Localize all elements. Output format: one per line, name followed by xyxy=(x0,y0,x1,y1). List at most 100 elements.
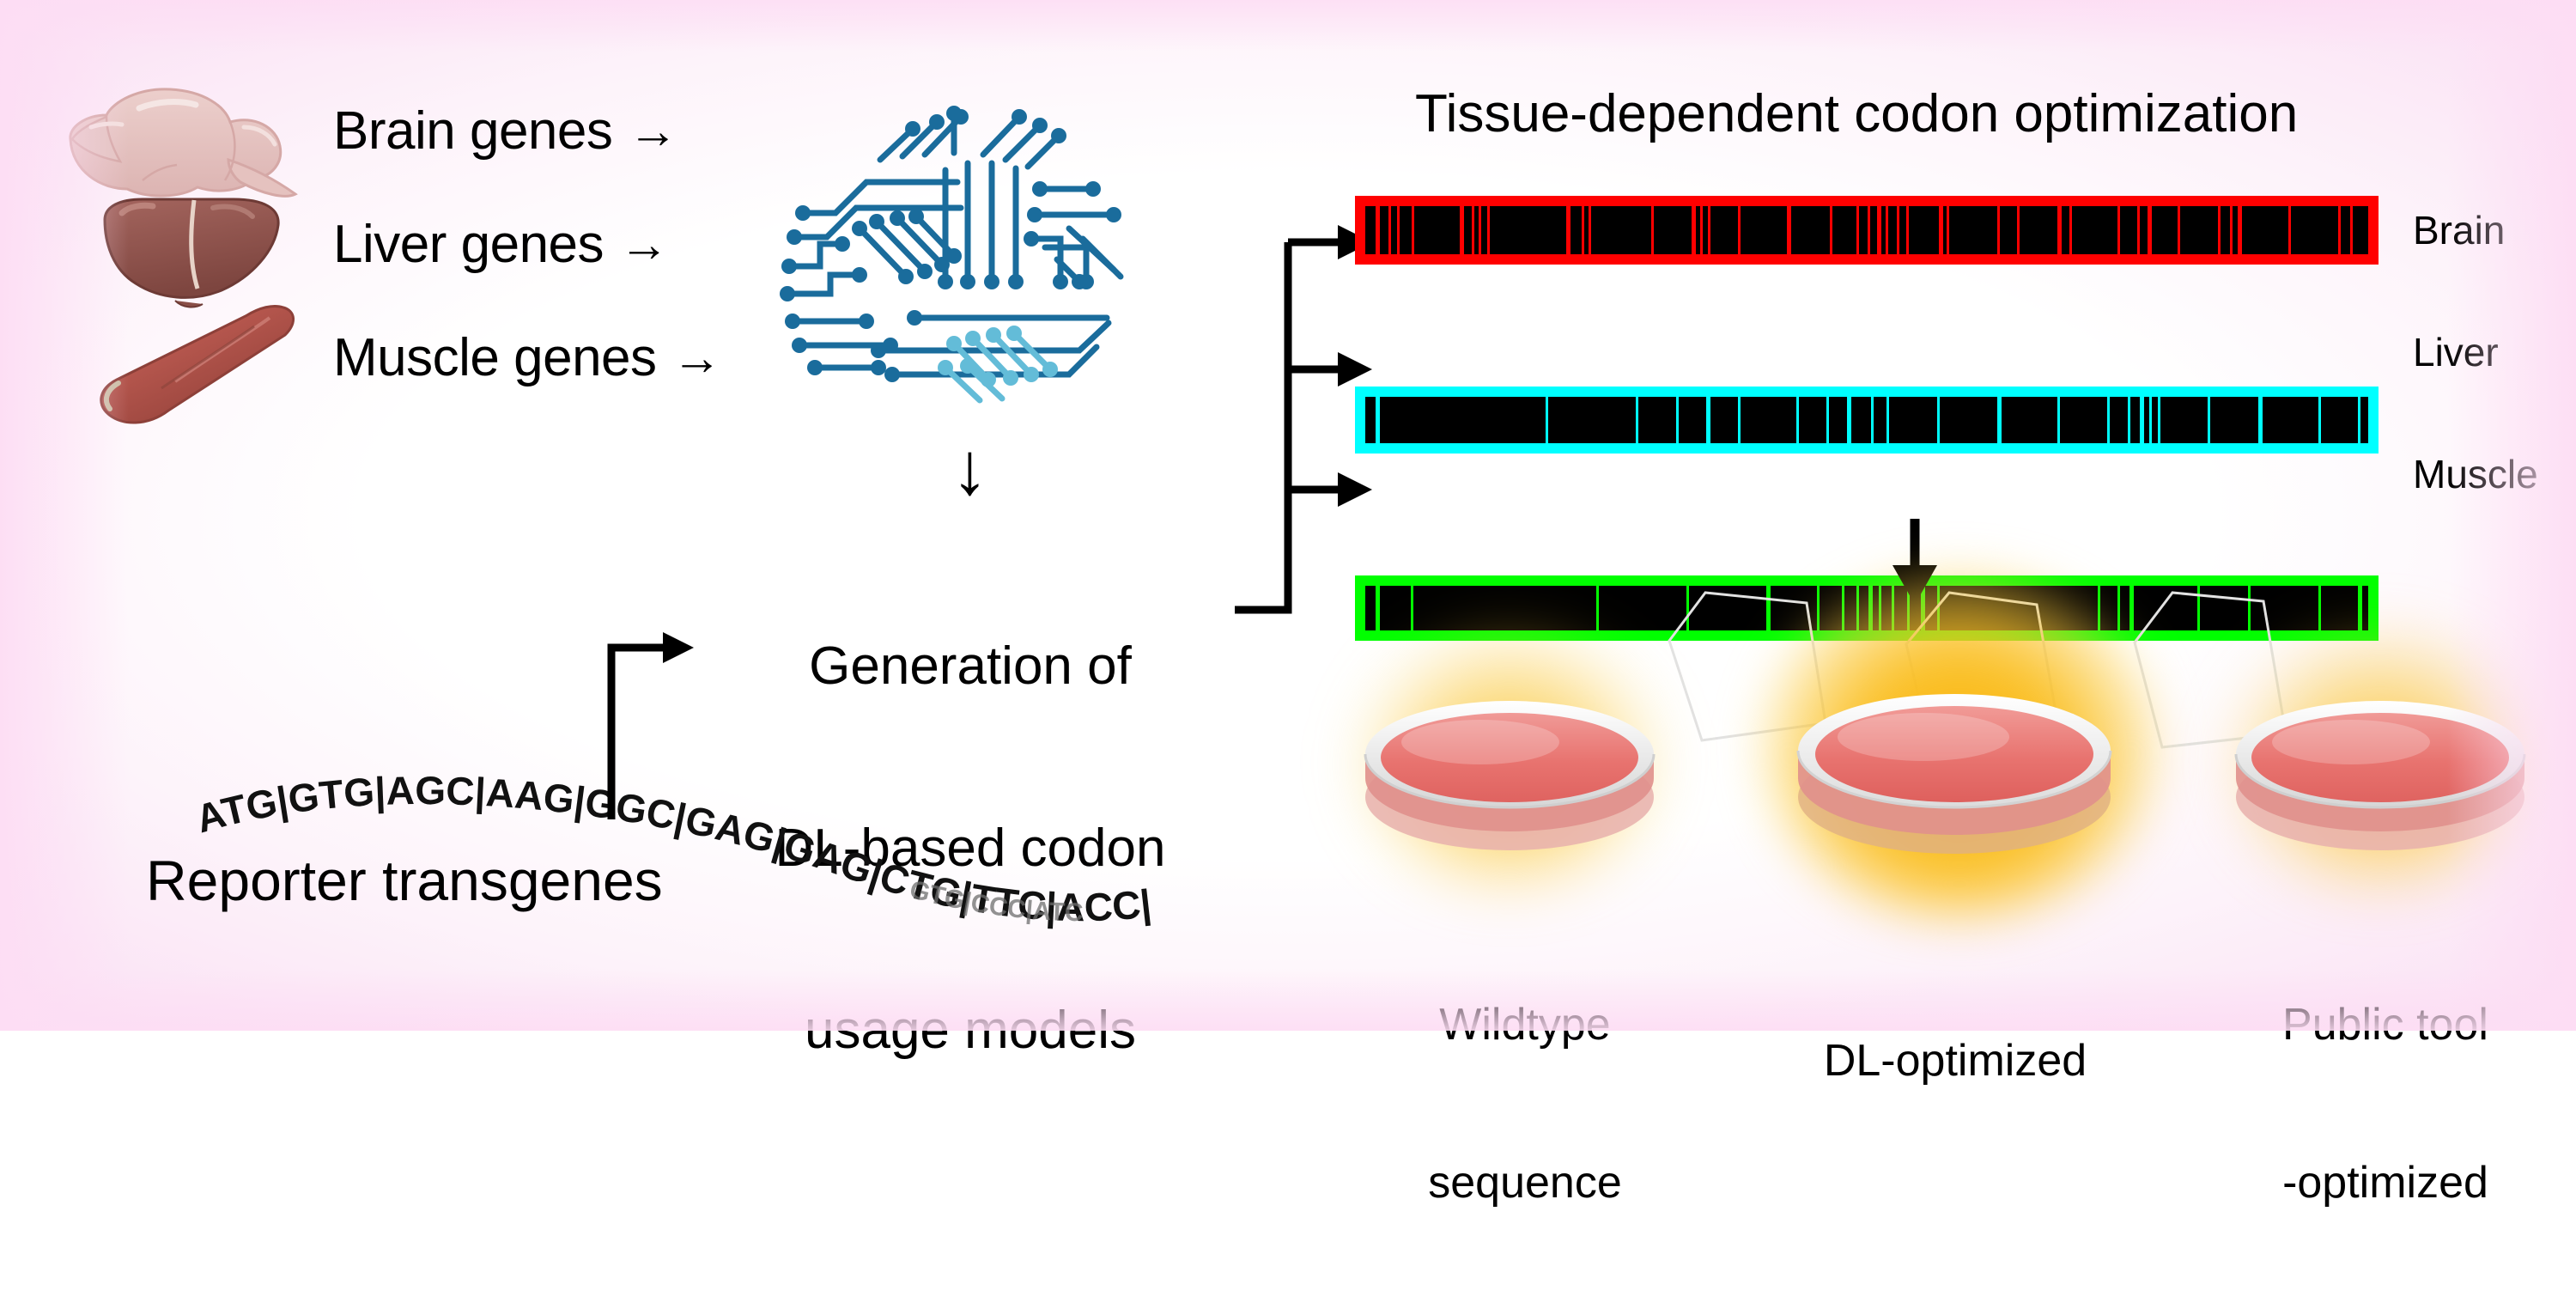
codon-tick xyxy=(1786,206,1791,254)
model-caption-line-2: DL-based codon xyxy=(775,819,1166,879)
codon-tick xyxy=(1826,397,1830,443)
codon-tick xyxy=(2337,206,2341,254)
codon-tick xyxy=(2117,586,2120,630)
liver-organ-icon xyxy=(93,194,290,314)
dish-label-dl-line-1: DL-optimized xyxy=(1823,1035,2087,1086)
codon-tick xyxy=(2257,397,2263,443)
input-row-liver: Liver genes → xyxy=(333,216,669,274)
right-arrow-icon: → xyxy=(671,330,722,387)
codon-tick xyxy=(2137,206,2141,254)
codon-tick xyxy=(1905,206,1909,254)
circuit-brain-icon xyxy=(777,60,1138,404)
codon-tick xyxy=(1796,397,1800,443)
right-arrow-icon: → xyxy=(619,216,670,273)
input-label-brain: Brain genes xyxy=(333,101,613,161)
codon-tick xyxy=(1650,206,1654,254)
codon-tick xyxy=(1410,586,1413,630)
codon-tick xyxy=(1738,206,1741,254)
codon-tick xyxy=(1708,206,1711,254)
codon-tick xyxy=(2287,206,2291,254)
codon-tick xyxy=(1886,206,1889,254)
codon-tick xyxy=(1846,397,1851,443)
codon-tick xyxy=(2238,206,2243,254)
codon-tick xyxy=(1870,397,1874,443)
codon-tick xyxy=(1478,206,1481,254)
codon-tick xyxy=(1700,206,1704,254)
codon-tick xyxy=(1375,397,1380,443)
codon-tick xyxy=(2127,397,2130,443)
codon-tick xyxy=(2057,206,2062,254)
codon-tick xyxy=(2358,397,2361,443)
codon-tick xyxy=(1996,206,2000,254)
codon-tick xyxy=(1686,586,1689,630)
codon-tick xyxy=(1471,206,1474,254)
codon-tick xyxy=(2129,586,2135,630)
dish-label-dl: DL-optimized xyxy=(1805,929,2105,1193)
codon-tick xyxy=(1691,206,1696,254)
model-down-arrow-icon: ↓ xyxy=(951,428,988,510)
codon-tick xyxy=(2318,586,2321,630)
codon-tick xyxy=(1375,206,1380,254)
dish-label-public-line-2: -optimized xyxy=(2282,1157,2488,1208)
codon-tick xyxy=(2057,397,2060,443)
codon-tick xyxy=(2149,397,2153,443)
model-caption-line-1: Generation of xyxy=(809,636,1132,697)
dish-label-public-tool: Public tool -optimized xyxy=(2257,893,2514,1315)
codon-tick xyxy=(1636,397,1639,443)
optimization-title: Tissue-dependent codon optimization xyxy=(1415,84,2299,143)
codon-bar-brain xyxy=(1355,196,2379,265)
transgene-to-model-arrow-icon xyxy=(592,593,696,825)
codon-tick xyxy=(2178,206,2181,254)
codon-tick xyxy=(1856,206,1860,254)
codon-tick xyxy=(1816,586,1820,630)
codon-tick xyxy=(2107,397,2111,443)
codon-tick xyxy=(1868,206,1871,254)
graphical-abstract: Brain genes → Liver genes → Muscle genes… xyxy=(0,0,2576,1208)
codon-tick xyxy=(1706,397,1711,443)
codon-tick xyxy=(2247,586,2251,630)
codon-bar-group: Brain Liver Muscle xyxy=(1355,196,2538,641)
reporter-transgenes-label: Reporter transgenes xyxy=(146,849,663,912)
codon-tick xyxy=(2318,397,2321,443)
codon-bar-liver xyxy=(1355,387,2379,454)
codon-tick xyxy=(1589,206,1592,254)
codon-bar-label-muscle: Muscle xyxy=(2413,452,2538,496)
dish-label-public-line-1: Public tool xyxy=(2282,999,2488,1050)
codon-tick xyxy=(1595,586,1599,630)
codon-tick xyxy=(1546,397,1549,443)
codon-tick xyxy=(2139,397,2144,443)
codon-bar-label-liver: Liver xyxy=(2413,330,2499,374)
codon-tick xyxy=(1565,206,1571,254)
reporter-sequence-graphic: ATG|GTG|AGC|AAG|GGC|GAG|GAG|CTG|TTC|ACC|… xyxy=(148,703,1185,929)
codon-tick xyxy=(1459,206,1464,254)
codon-tick xyxy=(1766,586,1771,630)
codon-tick xyxy=(2217,206,2221,254)
codon-tick xyxy=(1375,586,1380,630)
codon-bar-label-brain: Brain xyxy=(2413,208,2506,253)
codon-tick xyxy=(1487,206,1491,254)
codon-tick xyxy=(2197,586,2201,630)
input-label-liver: Liver genes xyxy=(333,215,605,274)
codon-tick xyxy=(2208,397,2211,443)
dish-label-wildtype-line-2: sequence xyxy=(1428,1157,1622,1208)
dish-label-wildtype-line-1: Wildtype xyxy=(1439,999,1611,1050)
codon-tick xyxy=(1996,397,2002,443)
codon-tick xyxy=(1947,206,1950,254)
codon-tick xyxy=(1676,397,1680,443)
input-row-brain: Brain genes → xyxy=(333,101,678,161)
input-row-muscle: Muscle genes → xyxy=(333,329,722,387)
petri-dish-dl xyxy=(1796,694,2112,854)
codon-tick xyxy=(1936,397,1940,443)
codon-tick xyxy=(1829,206,1832,254)
codon-tick xyxy=(2097,586,2100,630)
codon-tick xyxy=(2157,397,2160,443)
codon-tick xyxy=(1388,206,1391,254)
codon-tick xyxy=(2017,206,2020,254)
petri-dish-public-tool xyxy=(2234,701,2526,850)
codon-tick xyxy=(2229,206,2233,254)
model-caption-line-3: usage models xyxy=(804,1001,1137,1061)
codon-tick xyxy=(1397,206,1400,254)
codon-tick xyxy=(1411,206,1414,254)
codon-tick xyxy=(1582,206,1585,254)
right-arrow-icon: → xyxy=(628,103,678,160)
